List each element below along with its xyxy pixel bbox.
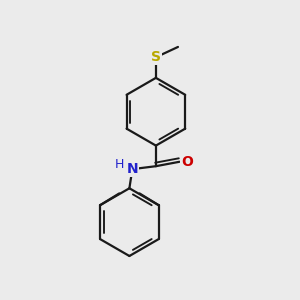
- Text: S: S: [151, 50, 161, 64]
- Text: N: N: [127, 162, 138, 176]
- Text: O: O: [181, 155, 193, 169]
- Text: H: H: [114, 158, 124, 171]
